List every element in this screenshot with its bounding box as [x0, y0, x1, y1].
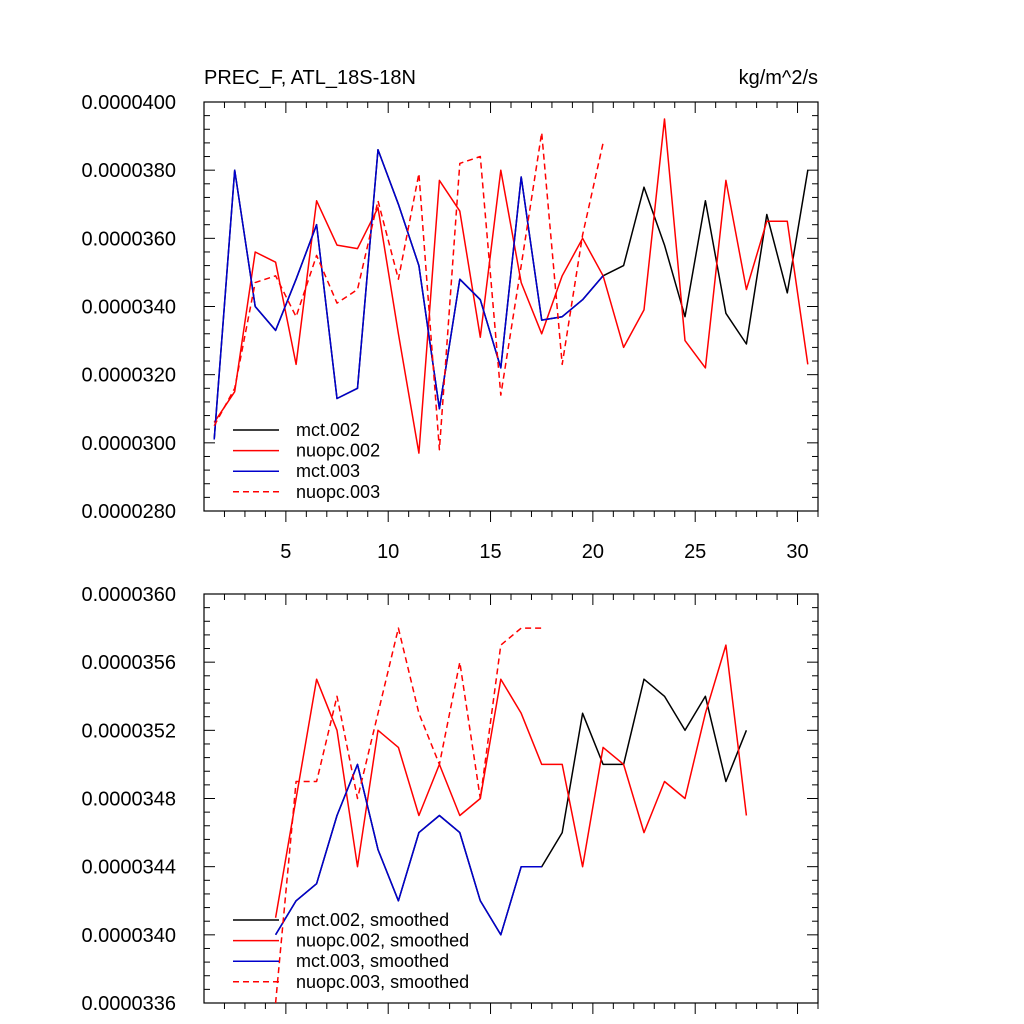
y-tick-label: 0.0000340 — [81, 297, 176, 319]
series-lines — [274, 627, 748, 1004]
y-axis-labels: 0.0000336 0.0000340 0.0000344 0.0000348 0.00… — [81, 584, 176, 1015]
series-line — [213, 131, 604, 451]
series-line — [274, 644, 748, 918]
tick-marks — [204, 101, 819, 522]
legend-label: nuopc.002 — [296, 441, 380, 461]
legend-label: nuopc.002, smoothed — [296, 931, 469, 951]
y-tick-label: 0.0000300 — [81, 433, 176, 455]
y-axis-labels: 0.0000280 0.0000300 0.0000320 0.0000340 0.00… — [81, 92, 176, 523]
series-lines — [213, 118, 809, 454]
x-tick-label: 15 — [479, 541, 501, 563]
series-line — [213, 148, 604, 440]
x-tick-label: 20 — [582, 541, 604, 563]
y-tick-label: 0.0000352 — [81, 720, 176, 742]
series-line — [274, 763, 542, 936]
y-tick-label: 0.0000400 — [81, 92, 176, 114]
x-axis-labels: 5 10 15 20 25 30 — [280, 541, 808, 563]
y-tick-label: 0.0000380 — [81, 160, 176, 182]
legend-label: mct.003, smoothed — [296, 951, 449, 971]
y-tick-label: 0.0000344 — [81, 857, 176, 879]
x-tick-label: 30 — [786, 541, 808, 563]
legend-label: mct.003 — [296, 461, 360, 481]
y-tick-label: 0.0000340 — [81, 925, 176, 947]
y-tick-label: 0.0000360 — [81, 584, 176, 606]
top-panel: PREC_F, ATL_18S-18N kg/m^2/s 0.00002800.… — [81, 67, 819, 563]
series-line — [274, 627, 542, 1004]
bottom-panel: 0.0000336 0.0000340 0.0000344 0.0000348 0.00… — [81, 584, 819, 1015]
chart-title: PREC_F, ATL_18S-18N — [204, 67, 416, 89]
y-tick-label: 0.0000320 — [81, 365, 176, 387]
y-tick-label: 0.0000336 — [81, 993, 176, 1015]
series-line — [274, 678, 748, 936]
y-tick-label: 0.0000360 — [81, 228, 176, 250]
y-tick-label: 0.0000348 — [81, 789, 176, 811]
legend-label: nuopc.003, smoothed — [296, 972, 469, 992]
units-label: kg/m^2/s — [739, 67, 818, 89]
x-tick-label: 5 — [280, 541, 291, 563]
y-tick-label: 0.0000280 — [81, 501, 176, 523]
legend-label: mct.002, smoothed — [296, 910, 449, 930]
tick-marks — [204, 593, 819, 1014]
y-tick-label: 0.0000356 — [81, 652, 176, 674]
x-tick-label: 25 — [684, 541, 706, 563]
legend-label: mct.002 — [296, 420, 360, 440]
series-line — [213, 118, 809, 454]
legend-label: nuopc.003 — [296, 482, 380, 502]
x-tick-label: 10 — [377, 541, 399, 563]
